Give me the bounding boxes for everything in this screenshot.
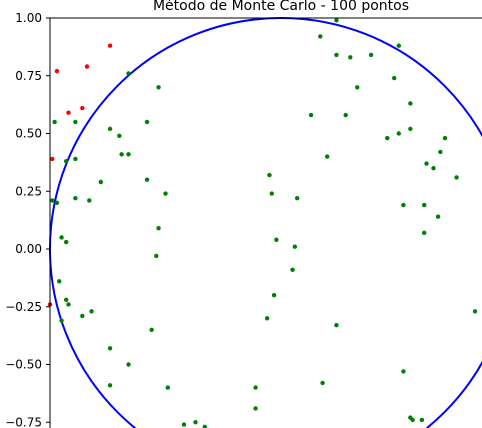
point-inside-14	[408, 126, 413, 132]
y-tick-label-1: 0.75	[15, 69, 42, 83]
point-inside-57	[119, 152, 124, 157]
point-outside-5	[50, 156, 55, 162]
point-outside-0	[107, 43, 113, 48]
point-inside-11	[408, 101, 413, 106]
point-inside-12	[396, 131, 402, 136]
point-inside-76	[107, 383, 113, 388]
point-inside-33	[320, 380, 325, 386]
point-inside-5	[325, 154, 330, 159]
point-inside-44	[202, 424, 207, 428]
point-inside-60	[98, 179, 104, 185]
chart-title: Método de Monte Carlo - 100 pontos	[153, 0, 409, 14]
point-inside-78	[59, 235, 64, 240]
point-inside-28	[401, 369, 406, 374]
point-inside-16	[401, 202, 406, 208]
point-inside-62	[73, 119, 78, 125]
point-inside-34	[267, 172, 272, 178]
point-outside-1	[84, 64, 90, 69]
point-inside-17	[422, 202, 427, 208]
point-inside-3	[348, 55, 353, 60]
point-inside-27	[472, 309, 478, 314]
point-inside-64	[52, 119, 57, 125]
point-inside-6	[343, 112, 348, 118]
point-inside-52	[156, 85, 161, 90]
point-inside-48	[149, 327, 154, 333]
point-inside-53	[144, 119, 150, 125]
point-inside-56	[144, 177, 150, 182]
point-inside-40	[271, 293, 277, 298]
point-inside-41	[264, 316, 270, 321]
points-layer	[47, 18, 478, 428]
point-inside-70	[63, 297, 69, 303]
point-inside-8	[396, 43, 402, 48]
point-inside-69	[57, 279, 62, 284]
point-inside-67	[63, 239, 69, 245]
point-inside-72	[80, 313, 85, 319]
point-inside-59	[117, 133, 122, 139]
point-inside-22	[422, 230, 427, 236]
point-inside-10	[391, 75, 397, 81]
point-inside-54	[154, 253, 159, 259]
y-tick-label-5: −0.25	[5, 300, 42, 314]
point-inside-47	[165, 385, 171, 390]
point-inside-4	[308, 112, 314, 118]
y-tick-label-2: 0.50	[15, 127, 42, 141]
point-inside-75	[107, 346, 113, 351]
point-inside-66	[63, 159, 69, 164]
point-inside-71	[66, 302, 71, 307]
point-outside-3	[66, 110, 71, 115]
point-inside-43	[253, 406, 258, 411]
point-inside-21	[438, 149, 443, 155]
point-inside-7	[368, 52, 374, 58]
point-inside-74	[89, 309, 94, 314]
point-inside-79	[73, 195, 78, 201]
point-inside-50	[126, 71, 131, 76]
point-inside-58	[126, 152, 131, 157]
point-inside-32	[334, 323, 339, 328]
point-inside-20	[454, 175, 459, 180]
point-inside-19	[431, 165, 436, 171]
point-inside-65	[73, 156, 78, 162]
axes: 1.00 0.75 0.50 0.25 0.00 −0.25 −0.50 −0.75	[5, 11, 482, 428]
y-tick-label-7: −0.75	[5, 415, 42, 428]
point-inside-39	[290, 267, 295, 272]
point-inside-42	[253, 385, 258, 390]
y-tick-label-4: 0.00	[15, 242, 42, 256]
point-inside-30	[410, 417, 415, 423]
point-inside-46	[193, 420, 198, 425]
point-inside-68	[50, 198, 55, 203]
point-inside-0	[318, 34, 323, 39]
point-inside-13	[385, 135, 390, 141]
y-tick-label-6: −0.50	[5, 358, 42, 372]
point-outside-4	[80, 105, 85, 111]
point-inside-35	[269, 191, 274, 196]
point-inside-45	[181, 422, 187, 427]
point-inside-9	[355, 85, 360, 90]
point-inside-23	[435, 214, 441, 219]
point-inside-77	[126, 362, 131, 367]
point-inside-73	[59, 318, 64, 323]
point-inside-1	[334, 18, 339, 23]
point-inside-55	[156, 226, 161, 231]
point-inside-37	[274, 237, 279, 242]
point-inside-38	[292, 244, 298, 249]
point-inside-31	[419, 417, 425, 423]
unit-circle	[49, 17, 482, 428]
point-inside-18	[442, 135, 448, 141]
point-outside-2	[54, 68, 60, 74]
point-inside-15	[424, 161, 429, 166]
point-inside-36	[294, 195, 300, 201]
point-inside-61	[87, 198, 92, 203]
point-inside-49	[163, 191, 168, 196]
point-inside-51	[107, 126, 113, 132]
y-tick-label-3: 0.25	[15, 184, 42, 198]
circle-layer	[49, 17, 482, 428]
point-inside-2	[334, 52, 339, 58]
y-tick-label-0: 1.00	[15, 11, 42, 25]
point-inside-63	[54, 200, 60, 205]
